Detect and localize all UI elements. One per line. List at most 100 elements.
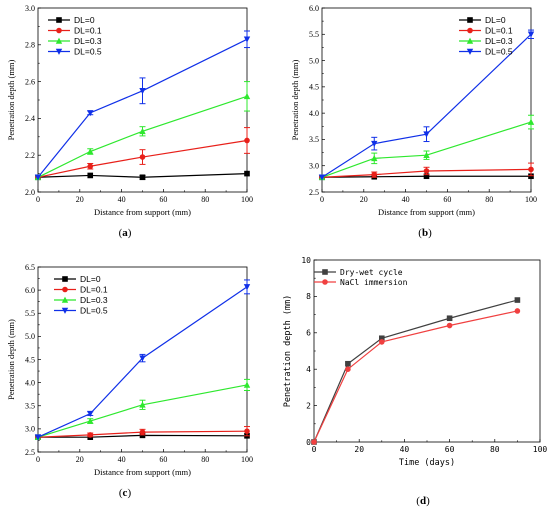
legend-label: DL=0 — [485, 15, 506, 25]
data-point — [345, 366, 351, 373]
data-point — [243, 36, 251, 43]
series-dl-0-1 — [35, 426, 250, 441]
panel-label: (b) — [418, 227, 432, 239]
x-axis-title: Time (days) — [399, 458, 455, 468]
y-axis-title: Penetration depth (mm) — [6, 59, 16, 140]
x-axis-title: Distance from support (mm) — [378, 207, 475, 217]
y-tick-label: 2.6 — [25, 77, 35, 86]
x-tick-label: 80 — [201, 455, 209, 464]
legend-label: DL=0.1 — [485, 26, 513, 36]
x-tick-label: 40 — [118, 195, 126, 204]
data-point — [87, 148, 94, 155]
y-tick-label: 6.5 — [25, 263, 35, 272]
x-tick-label: 100 — [241, 455, 253, 464]
x-tick-label: 60 — [159, 455, 167, 464]
legend-marker — [467, 27, 473, 34]
y-tick-label: 6 — [306, 329, 311, 338]
y-tick-label: 4.0 — [309, 109, 319, 118]
legend-label: Dry-wet cycle — [340, 268, 403, 277]
y-tick-label: 3.0 — [25, 425, 35, 434]
legend-label: DL=0 — [80, 274, 101, 284]
plot-frame — [313, 259, 541, 443]
x-tick-label: 100 — [533, 445, 548, 454]
x-tick-label: 0 — [312, 445, 317, 454]
data-point — [528, 173, 534, 180]
data-point — [423, 168, 430, 174]
data-point — [446, 322, 453, 329]
data-point — [243, 92, 251, 100]
series-dry-wet-cycle — [311, 297, 521, 445]
series-line — [313, 310, 518, 443]
x-axis-title: Distance from support (mm) — [94, 207, 191, 217]
y-tick-label: 5.0 — [25, 332, 35, 341]
series-line — [321, 175, 531, 178]
chart-panel-4: 0 20 40 60 80 100 0 2 4 6 8 10 Time (days) Penetratio… — [283, 256, 547, 507]
x-tick-label: 40 — [400, 445, 410, 454]
series-line — [37, 384, 248, 438]
x-tick-label: 100 — [525, 195, 537, 204]
data-point — [423, 151, 430, 158]
series-line — [313, 299, 518, 443]
data-point — [318, 174, 326, 181]
y-tick-label: 2.2 — [25, 151, 35, 160]
legend: DL=0DL=0.1DL=0.3DL=0.5 — [48, 15, 102, 57]
chart-panel-2: 0 20 40 60 80 100 2.5 3.0 3.5 4.0 4.5 5.0 5.5 6.0 Dist… — [290, 4, 537, 239]
legend-label: DL=0.3 — [485, 36, 513, 46]
series-dl-0-5 — [34, 279, 251, 441]
legend-marker — [466, 37, 474, 44]
data-point — [379, 335, 385, 342]
series-line — [37, 95, 248, 178]
y-axis-title: Penetration depth (mm) — [6, 319, 16, 400]
y-tick-label: 4.0 — [25, 378, 35, 387]
x-tick-label: 80 — [490, 445, 500, 454]
legend-label: DL=0.5 — [74, 47, 102, 57]
x-tick-label: 40 — [402, 195, 410, 204]
series-line — [37, 430, 248, 438]
x-tick-label: 60 — [159, 195, 167, 204]
y-tick-label: 8 — [306, 292, 311, 301]
y-tick-label: 2 — [306, 401, 311, 410]
x-tick-label: 60 — [443, 195, 451, 204]
data-point — [514, 297, 521, 303]
data-point — [514, 308, 521, 314]
legend: DL=0DL=0.1DL=0.3DL=0.5 — [54, 274, 108, 316]
series-dl-0-5 — [318, 29, 535, 181]
data-point — [243, 284, 251, 291]
y-tick-label: 2.0 — [25, 188, 35, 197]
y-tick-label: 0 — [306, 438, 311, 447]
legend-marker — [55, 48, 63, 55]
data-point — [139, 154, 146, 160]
data-point — [34, 434, 42, 441]
series-line — [321, 121, 532, 178]
x-tick-label: 80 — [201, 195, 209, 204]
data-point — [139, 401, 146, 408]
x-tick-label: 40 — [118, 455, 126, 464]
panel-label: (a) — [119, 227, 132, 239]
data-point — [87, 110, 94, 117]
series-line — [37, 286, 248, 438]
data-point — [527, 118, 535, 125]
series-line — [38, 434, 248, 438]
legend-marker — [467, 17, 473, 23]
data-point — [139, 127, 146, 135]
data-point — [139, 88, 146, 95]
series-line — [321, 33, 532, 178]
data-point — [139, 174, 146, 181]
data-point — [528, 166, 534, 173]
legend-marker — [466, 48, 474, 55]
legend-marker — [62, 286, 68, 293]
y-tick-label: 3.5 — [309, 135, 319, 144]
legend-marker — [56, 17, 62, 23]
legend: DL=0DL=0.1DL=0.3DL=0.5 — [459, 15, 513, 57]
x-tick-label: 60 — [445, 445, 455, 454]
x-tick-label: 80 — [485, 195, 493, 204]
series-dl-0 — [35, 170, 250, 181]
data-point — [527, 31, 535, 38]
y-tick-label: 6.0 — [25, 286, 35, 295]
legend-label: DL=0.5 — [485, 47, 513, 57]
data-point — [311, 439, 317, 445]
data-point — [87, 163, 94, 170]
data-point — [446, 315, 453, 322]
legend-label: DL=0.3 — [80, 295, 108, 305]
